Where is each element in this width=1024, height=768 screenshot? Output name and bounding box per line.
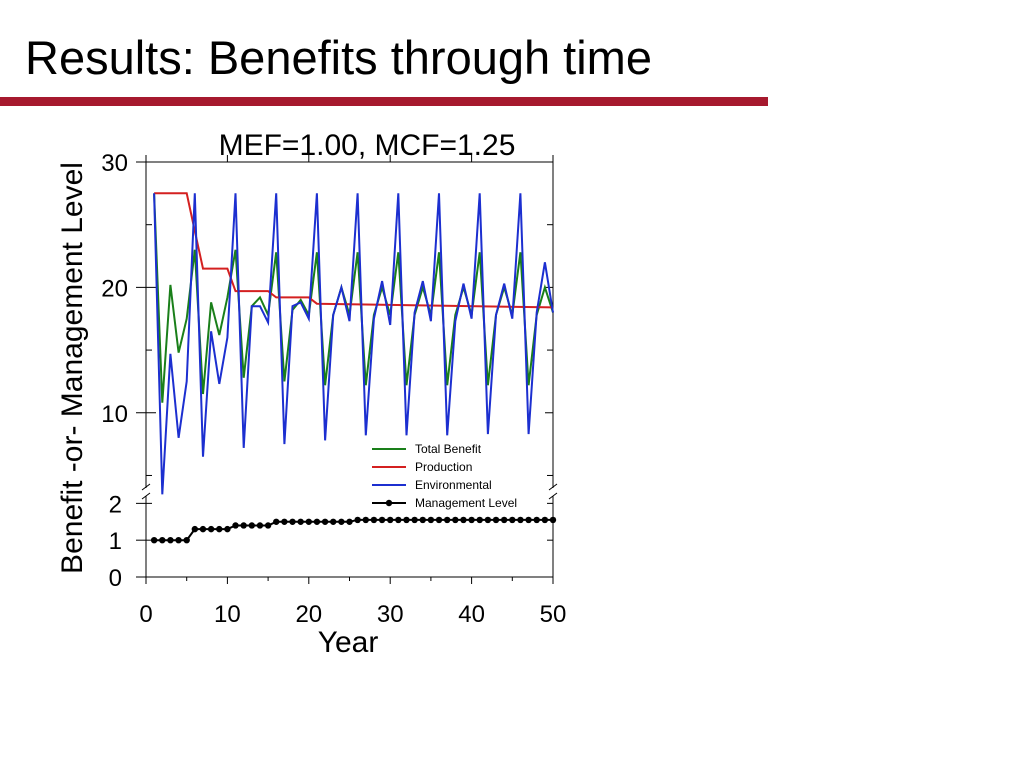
data-point-management-level [264,522,272,529]
data-point-management-level [427,516,435,524]
data-point-management-level [484,516,492,524]
legend-label: Production [415,460,472,474]
benefits-chart: MEF=1.00, MCF=1.25 Benefit -or- Manageme… [56,129,566,659]
y-tick-label-lower: 2 [109,491,122,518]
slide-title: Results: Benefits through time [25,31,652,84]
data-point-management-level [500,516,508,524]
x-tick-label: 0 [139,601,152,628]
data-point-management-level [387,516,394,524]
data-point-management-level [517,516,524,524]
title-divider [0,97,768,106]
data-point-management-level [305,518,312,525]
data-point-management-level [240,522,247,529]
data-point-management-level [468,516,475,524]
legend-marker [385,499,393,507]
data-point-management-level [297,518,304,525]
data-point-management-level [346,518,353,525]
y-tick-label-upper: 20 [101,275,128,302]
data-point-management-level [525,516,532,524]
data-point-management-level [273,518,280,525]
y-axis-label: Benefit -or- Management Level [56,162,89,574]
data-point-management-level [395,516,402,524]
data-point-management-level [175,536,182,544]
data-point-management-level [150,536,158,544]
x-tick-label: 30 [377,601,404,628]
axis-break-mark [548,483,558,491]
series-line-production [154,192,554,309]
axis-break-mark [141,492,151,500]
axis-break-mark [141,483,151,491]
series-layer [150,192,557,544]
series-line-total-benefit [153,193,554,403]
legend-label: Environmental [415,478,492,492]
data-point-management-level [338,518,345,525]
data-point-management-level [403,516,410,524]
data-point-management-level [378,516,386,524]
data-point-management-level [533,516,540,524]
y-tick-label-upper: 10 [101,401,128,428]
data-point-management-level [248,522,256,529]
data-point-management-level [313,518,321,525]
chart-axes [141,161,558,578]
data-point-management-level [443,516,451,524]
x-tick-label: 50 [540,601,567,628]
data-point-management-level [256,522,264,529]
data-point-management-level [289,518,296,525]
data-point-management-level [370,516,378,524]
data-point-management-level [354,516,361,524]
legend-label: Total Benefit [415,442,482,456]
axis-break-mark [548,492,558,500]
data-point-management-level [476,516,483,524]
x-tick-label: 20 [295,601,322,628]
data-point-management-level [452,516,459,524]
chart-title: MEF=1.00, MCF=1.25 [219,129,516,162]
data-point-management-level [509,516,516,524]
data-point-management-level [321,518,329,525]
data-point-management-level [167,536,174,544]
y-tick-label-lower: 0 [109,565,122,592]
data-point-management-level [435,516,443,524]
data-point-management-level [207,525,215,533]
axis-ticks: 0 10 20 30 40 50 10 20 30 0 1 2 [101,150,566,628]
data-point-management-level [362,516,369,524]
data-point-management-level [159,536,166,544]
data-point-management-level [224,525,231,533]
data-point-management-level [330,518,337,525]
data-point-management-level [199,525,207,533]
data-point-management-level [232,522,239,529]
data-point-management-level [492,516,500,524]
data-point-management-level [281,518,288,525]
data-point-management-level [216,525,223,533]
chart-legend: Total Benefit Production Environmental Mana… [372,442,517,510]
data-point-management-level [460,516,467,524]
x-tick-label: 10 [214,601,241,628]
data-point-management-level [191,525,199,533]
data-point-management-level [541,516,549,524]
y-tick-label-lower: 1 [109,528,122,555]
x-tick-label: 40 [458,601,485,628]
data-point-management-level [419,516,426,524]
data-point-management-level [411,516,418,524]
data-point-management-level [183,536,190,544]
legend-label: Management Level [415,496,517,510]
x-axis-label: Year [318,626,379,659]
y-tick-label-upper: 30 [101,150,128,177]
series-line-environmental [153,193,554,495]
data-point-management-level [549,516,557,524]
